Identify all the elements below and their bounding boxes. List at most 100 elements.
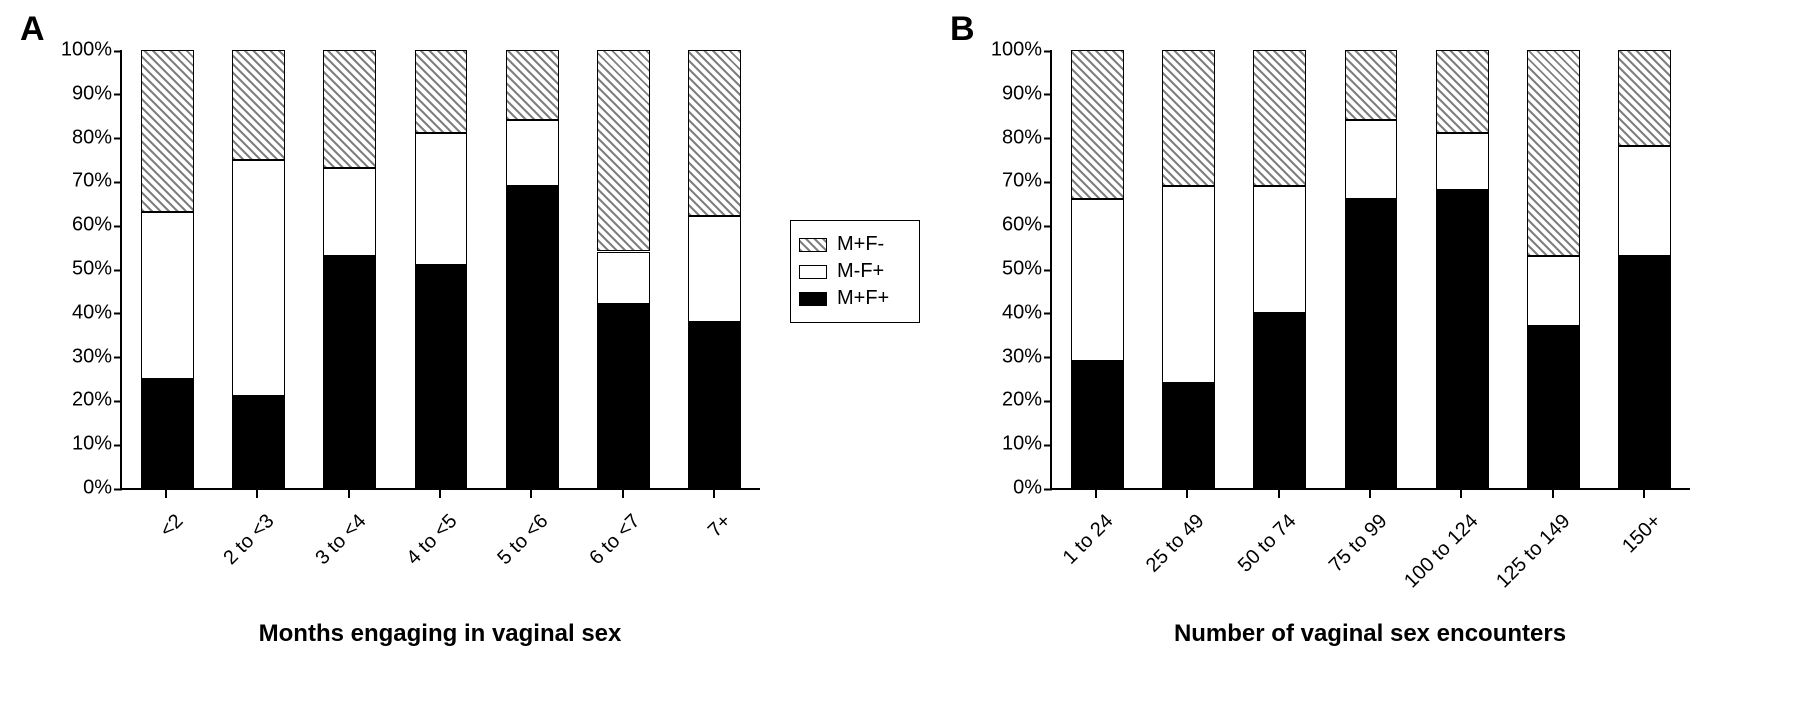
legend-swatch-white-icon xyxy=(799,265,827,279)
bar-segment xyxy=(1527,50,1580,256)
x-tick-label: 7+ xyxy=(704,510,736,542)
x-tick-label: 3 to <4 xyxy=(311,510,371,570)
legend-swatch-hatch-icon xyxy=(799,238,827,252)
panel-a-xlabels: <22 to <33 to <44 to <55 to <66 to <77+ xyxy=(120,500,760,620)
bar-slot xyxy=(487,50,578,488)
x-tick-mark xyxy=(1278,490,1280,498)
x-tick-mark xyxy=(165,490,167,498)
bar-slot xyxy=(1325,50,1416,488)
y-tick-label: 0% xyxy=(52,477,112,500)
y-tick-label: 40% xyxy=(52,301,112,324)
y-tick-label: 80% xyxy=(52,126,112,149)
y-tick-label: 40% xyxy=(982,301,1042,324)
x-tick-label: 75 to 99 xyxy=(1325,510,1392,577)
panel-b: B 0%10%20%30%40%50%60%70%80%90%100% 1 to… xyxy=(950,10,1720,650)
legend-label: M+F- xyxy=(837,233,884,256)
bar-slot xyxy=(395,50,486,488)
x-tick-label: 1 to 24 xyxy=(1058,510,1118,570)
bar-slot xyxy=(1508,50,1599,488)
x-tick-label: 125 to 149 xyxy=(1492,510,1575,593)
bar-segment xyxy=(232,50,285,160)
bar-segment xyxy=(1527,256,1580,326)
bar-segment xyxy=(1345,120,1398,199)
bar-segment xyxy=(232,160,285,397)
x-tick-mark xyxy=(530,490,532,498)
bar-segment xyxy=(1436,50,1489,133)
bar-segment xyxy=(1071,361,1124,488)
bar-segment xyxy=(1162,50,1215,186)
bar-segment xyxy=(1345,50,1398,120)
bar-stack xyxy=(415,50,468,488)
x-tick-mark xyxy=(1186,490,1188,498)
bar-stack xyxy=(1436,50,1489,488)
bar-slot xyxy=(1052,50,1143,488)
y-tick-label: 100% xyxy=(52,39,112,62)
y-tick-label: 30% xyxy=(52,345,112,368)
panel-a-label: A xyxy=(20,10,45,49)
bar-segment xyxy=(141,379,194,489)
bar-stack xyxy=(1345,50,1398,488)
panel-b-plot: 0%10%20%30%40%50%60%70%80%90%100% xyxy=(1050,50,1690,490)
y-tick-label: 20% xyxy=(52,389,112,412)
bar-segment xyxy=(688,50,741,216)
panel-a-xtitle: Months engaging in vaginal sex xyxy=(120,620,760,648)
y-tick-label: 80% xyxy=(982,126,1042,149)
bar-slot xyxy=(578,50,669,488)
legend-item-mplus-fminus: M+F- xyxy=(799,233,911,256)
bar-segment xyxy=(506,50,559,120)
x-tick-label: 100 to 124 xyxy=(1401,510,1484,593)
y-tick-label: 30% xyxy=(982,345,1042,368)
bar-slot xyxy=(1234,50,1325,488)
x-tick-label: 150+ xyxy=(1618,510,1666,558)
x-tick-mark xyxy=(1095,490,1097,498)
bar-segment xyxy=(1253,313,1306,488)
bar-stack xyxy=(597,50,650,488)
bar-segment xyxy=(1618,146,1671,256)
bar-segment xyxy=(1618,256,1671,488)
legend: M+F- M-F+ M+F+ xyxy=(790,220,920,323)
bar-segment xyxy=(1345,199,1398,488)
bar-segment xyxy=(506,120,559,186)
panel-b-label: B xyxy=(950,10,975,49)
bar-segment xyxy=(1162,186,1215,383)
bar-slot xyxy=(1143,50,1234,488)
x-tick-mark xyxy=(713,490,715,498)
bar-stack xyxy=(1527,50,1580,488)
bar-stack xyxy=(688,50,741,488)
y-tick-label: 60% xyxy=(982,214,1042,237)
bar-stack xyxy=(1071,50,1124,488)
figure: A 0%10%20%30%40%50%60%70%80%90%100% <22 … xyxy=(0,0,1800,705)
legend-item-mplus-fplus: M+F+ xyxy=(799,287,911,310)
y-tick-label: 70% xyxy=(52,170,112,193)
bar-segment xyxy=(597,50,650,251)
panel-a-bars xyxy=(122,50,760,488)
bar-slot xyxy=(304,50,395,488)
bar-segment xyxy=(1071,50,1124,199)
bar-segment xyxy=(323,168,376,256)
bar-segment xyxy=(1162,383,1215,488)
x-tick-mark xyxy=(1460,490,1462,498)
y-tick-label: 20% xyxy=(982,389,1042,412)
bar-segment xyxy=(597,304,650,488)
y-tick-label: 60% xyxy=(52,214,112,237)
bar-stack xyxy=(1162,50,1215,488)
bar-segment xyxy=(597,252,650,305)
legend-label: M-F+ xyxy=(837,260,884,283)
bar-slot xyxy=(1417,50,1508,488)
x-tick-mark xyxy=(439,490,441,498)
x-tick-mark xyxy=(256,490,258,498)
panel-b-xtitle: Number of vaginal sex encounters xyxy=(1050,620,1690,648)
bar-slot xyxy=(1599,50,1690,488)
bar-segment xyxy=(323,256,376,488)
bar-slot xyxy=(122,50,213,488)
bar-segment xyxy=(1253,186,1306,313)
panel-a: A 0%10%20%30%40%50%60%70%80%90%100% <22 … xyxy=(20,10,790,650)
panel-b-bars xyxy=(1052,50,1690,488)
x-tick-label: 2 to <3 xyxy=(219,510,279,570)
x-tick-label: 5 to <6 xyxy=(494,510,554,570)
bar-segment xyxy=(688,322,741,488)
bar-segment xyxy=(141,212,194,378)
legend-label: M+F+ xyxy=(837,287,889,310)
x-tick-label: 50 to 74 xyxy=(1233,510,1300,577)
y-tick-label: 100% xyxy=(982,39,1042,62)
